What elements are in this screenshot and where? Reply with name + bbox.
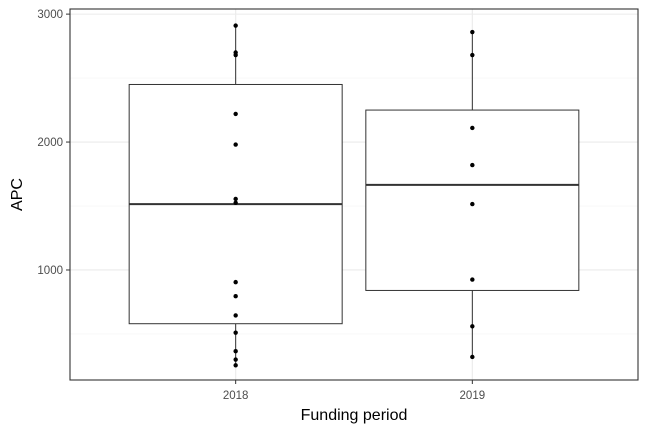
data-point [470, 125, 475, 131]
data-point [233, 23, 238, 28]
boxplots [128, 25, 580, 366]
box-2019 [365, 32, 580, 357]
data-point [470, 277, 475, 282]
data-point [470, 29, 475, 35]
data-point [233, 111, 238, 117]
data-point [470, 201, 475, 207]
data-point [233, 279, 238, 285]
axes: 1000 2000 3000 2018 2019 [37, 9, 485, 402]
panel-border [69, 8, 639, 381]
data-point [470, 354, 475, 360]
x-axis-title: Funding period [301, 407, 408, 424]
y-tick-label: 1000 [37, 265, 63, 277]
data-point [233, 330, 238, 335]
x-tick-label: 2019 [460, 390, 486, 402]
data-point [233, 313, 238, 318]
data-point [233, 363, 238, 368]
data-point [233, 52, 238, 58]
y-tick-label: 3000 [37, 9, 63, 21]
y-axis-title: APC [9, 178, 26, 211]
data-point [470, 162, 475, 168]
box-body [365, 109, 580, 291]
x-tick-label: 2018 [223, 390, 249, 402]
data-point [233, 200, 238, 206]
y-tick-label: 2000 [37, 137, 63, 149]
data-points [233, 23, 475, 368]
data-point [233, 142, 238, 147]
data-point [233, 349, 238, 354]
data-point [470, 52, 475, 58]
data-point [470, 324, 475, 329]
data-point [233, 294, 238, 299]
data-point [233, 357, 238, 362]
data-point [233, 196, 238, 202]
